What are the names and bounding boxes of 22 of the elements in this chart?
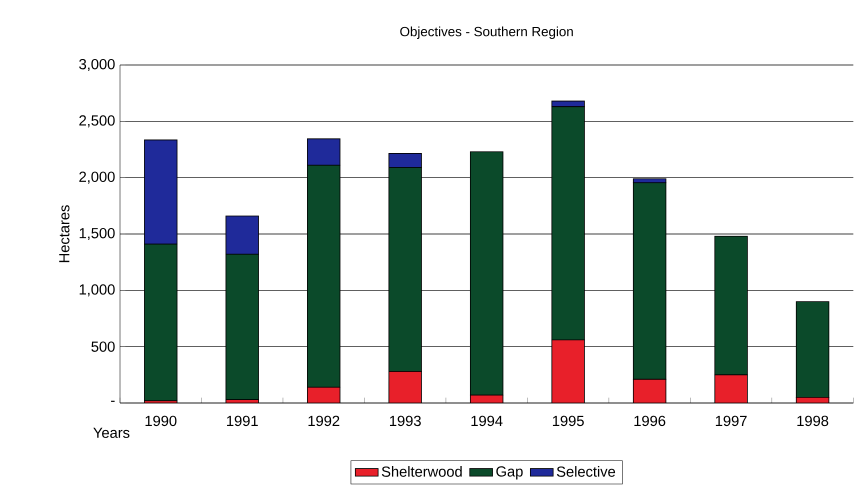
x-tick-label: 1997	[716, 416, 747, 426]
legend-label: Gap	[496, 466, 523, 480]
y-tick-label: 1,500	[80, 228, 115, 240]
legend-label: Selective	[556, 466, 616, 477]
x-tick-label: 1992	[308, 416, 340, 426]
legend-label: Shelterwood	[382, 466, 462, 477]
x-tick-label: 1994	[471, 416, 503, 426]
x-tick-label: 1993	[390, 416, 421, 426]
x-tick-label: 1996	[634, 416, 666, 426]
x-axis-title: Years	[93, 428, 130, 438]
x-tick-label: 1990	[146, 416, 176, 426]
x-tick-label: 1998	[797, 416, 828, 426]
chart-title: Objectives - Southern Region	[400, 26, 573, 39]
y-tick-label: -	[111, 400, 115, 402]
y-axis-title: Hectares	[59, 205, 70, 262]
y-tick-label: 3,000	[79, 58, 115, 72]
x-tick-label: 1991	[227, 416, 258, 426]
y-tick-label: 2,500	[79, 115, 115, 128]
y-tick-label: 2,000	[79, 172, 115, 184]
y-tick-label: 1,000	[80, 284, 115, 296]
x-tick-label: 1995	[552, 416, 584, 426]
y-tick-label: 500	[91, 341, 115, 352]
